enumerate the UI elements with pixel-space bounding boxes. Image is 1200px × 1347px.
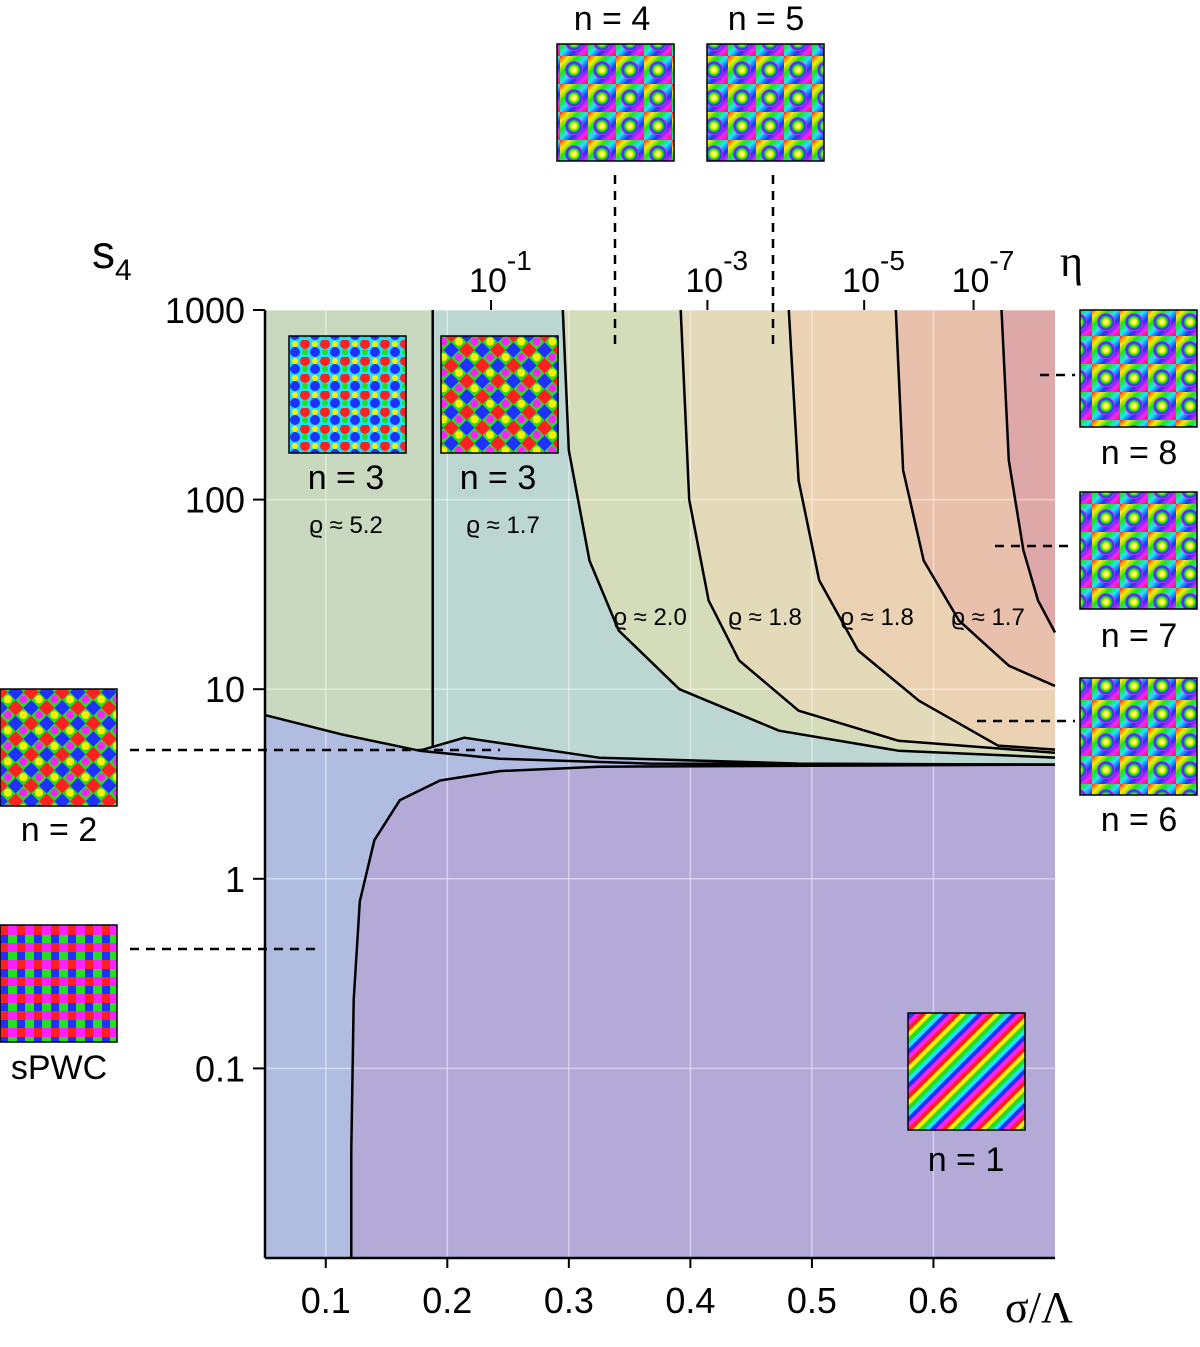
y-tick-label: 10 — [205, 669, 245, 710]
phase-regions — [265, 310, 1055, 1258]
rho-label: ϱ ≈ 1.8 — [840, 604, 914, 631]
pattern-label: n = 5 — [728, 0, 805, 38]
x2-tick-mantissa: 10 — [842, 262, 880, 300]
pattern-label: sPWC — [11, 1049, 107, 1087]
x-tick-label: 0.6 — [908, 1280, 958, 1321]
leader-lines — [130, 175, 1075, 951]
rho-label: ϱ ≈ 1.7 — [951, 604, 1025, 631]
phase-region — [1001, 310, 1055, 633]
x-tick-label: 0.4 — [665, 1280, 715, 1321]
pattern-thumbnail — [288, 335, 407, 454]
pattern-label: n = 3 — [460, 459, 537, 497]
axes: 0.1 0.2 0.3 0.4 0.5 0.610001001010.110-110-31… — [165, 245, 1055, 1321]
pattern-thumbnail — [1079, 309, 1198, 428]
pattern-label: n = 1 — [928, 1141, 1005, 1179]
x2-tick-exponent: -1 — [507, 245, 532, 276]
phase-region — [419, 737, 1055, 765]
grid — [265, 309, 1055, 1258]
phase-boundaries — [264, 309, 1057, 1258]
rho-label: ϱ ≈ 1.8 — [728, 604, 802, 631]
y-tick-label: 1000 — [165, 290, 245, 331]
y-tick-label: 100 — [185, 480, 245, 521]
pattern-thumbnail — [706, 43, 825, 162]
x2-axis-label: η — [1060, 237, 1083, 286]
pattern-label: n = 6 — [1101, 801, 1178, 839]
rho-label: ϱ ≈ 2.0 — [613, 604, 687, 631]
phase-boundary — [419, 736, 1056, 766]
pattern-label: n = 4 — [574, 0, 651, 38]
phase-boundary — [787, 309, 1056, 751]
x2-tick-label: 10-1 — [469, 245, 532, 300]
x-tick-label: 0.1 — [301, 1280, 351, 1321]
pattern-thumbnail — [440, 335, 559, 454]
x-axis-label: σ/Λ — [1005, 1283, 1073, 1332]
phase-boundary — [1000, 309, 1057, 634]
rho-label: ϱ ≈ 5.2 — [309, 512, 383, 539]
pattern-thumbnail — [0, 688, 118, 807]
phase-boundary — [894, 309, 1056, 688]
x-tick-label: 0.3 — [544, 1280, 594, 1321]
x2-tick-exponent: -7 — [989, 245, 1014, 276]
x2-tick-label: 10-3 — [685, 245, 748, 300]
phase-boundary — [264, 713, 1056, 766]
pattern-label: n = 8 — [1101, 434, 1178, 472]
y-tick-label: 0.1 — [195, 1048, 245, 1089]
pattern-thumbnail — [0, 924, 118, 1043]
phase-boundary — [350, 763, 1056, 1258]
x2-tick-label: 10-7 — [952, 245, 1015, 300]
phase-boundary — [679, 309, 1056, 755]
pattern-thumbnail — [1079, 677, 1198, 796]
phase-boundary — [561, 309, 1056, 759]
x2-tick-mantissa: 10 — [952, 262, 990, 300]
phase-region — [351, 764, 1055, 1258]
x-tick-label: 0.5 — [787, 1280, 837, 1321]
pattern-label: n = 7 — [1101, 617, 1178, 655]
pattern-thumbnails: n = 4 n = 5 n = 3 n = 3 n = 8 n = 7 n = 6 n = 2… — [0, 0, 1198, 1179]
y-axis-label-sub: 4 — [115, 254, 132, 287]
pattern-label: n = 3 — [308, 459, 385, 497]
x2-tick-exponent: -3 — [723, 245, 748, 276]
rho-label: ϱ ≈ 1.7 — [466, 512, 540, 539]
x2-tick-mantissa: 10 — [685, 262, 723, 300]
pattern-thumbnail — [556, 43, 675, 162]
y-tick-label: 1 — [225, 859, 245, 900]
x2-tick-mantissa: 10 — [469, 262, 507, 300]
x-tick-label: 0.2 — [422, 1280, 472, 1321]
x2-tick-exponent: -5 — [880, 245, 905, 276]
pattern-thumbnail — [1079, 491, 1198, 610]
pattern-thumbnail — [907, 1012, 1026, 1131]
y-axis-label-main: s — [92, 226, 115, 278]
pattern-label: n = 2 — [21, 811, 98, 849]
x2-tick-label: 10-5 — [842, 245, 905, 300]
y-axis-label: s4 — [92, 226, 132, 287]
